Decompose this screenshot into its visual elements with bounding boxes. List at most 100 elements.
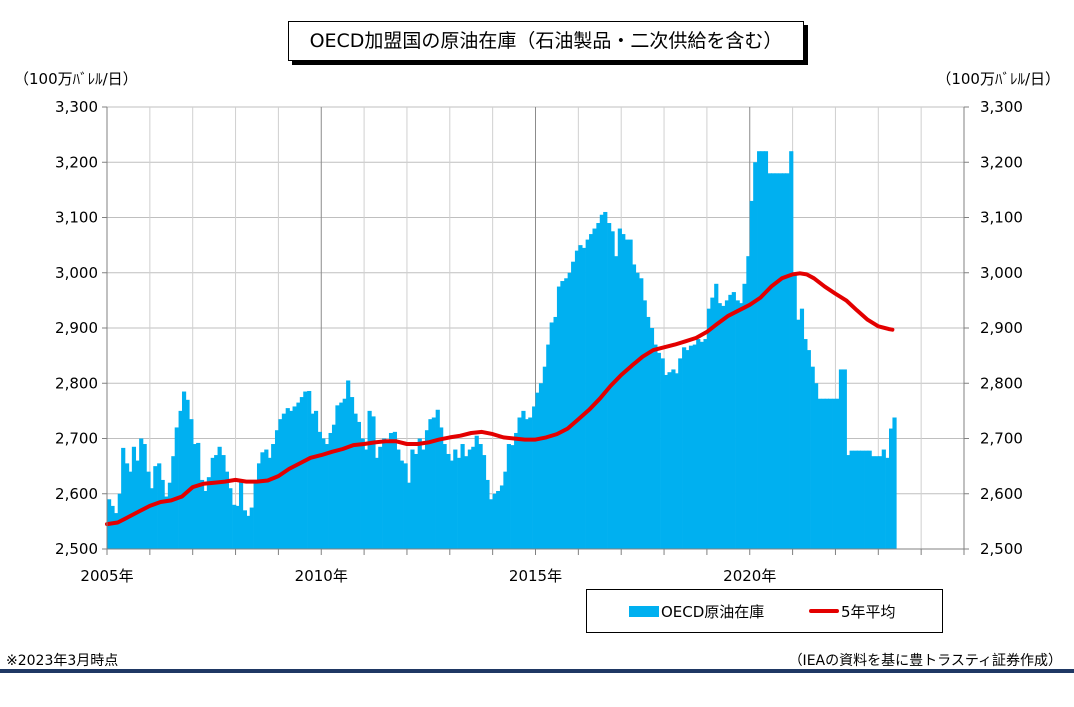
data-bar [228, 488, 233, 549]
data-bar [274, 430, 280, 549]
data-bar [739, 303, 744, 549]
data-bar [296, 402, 301, 549]
x-tick-label: 2005年 [80, 567, 133, 585]
y-tick-label-right: 2,900 [980, 319, 1023, 337]
y-tick-label-right: 3,100 [980, 209, 1023, 227]
legend: OECD原油在庫 5年平均 [586, 589, 943, 633]
data-bar [114, 513, 119, 549]
data-bar [796, 319, 801, 549]
data-bar [642, 300, 647, 549]
data-bar [532, 406, 537, 549]
data-bar [599, 214, 604, 550]
data-bar [721, 305, 726, 549]
data-bar [635, 272, 640, 549]
data-bar [885, 457, 890, 549]
data-bar [124, 463, 130, 549]
data-bar [463, 456, 469, 549]
data-bar [749, 200, 754, 550]
data-bar [135, 460, 140, 549]
y-tick-label-right: 2,500 [980, 540, 1023, 558]
data-bar [832, 398, 837, 549]
data-bar [810, 366, 815, 549]
chart-title: OECD加盟国の原油在庫（石油製品・二次供給を含む） [288, 21, 804, 61]
data-bar [842, 369, 847, 549]
data-bar [260, 452, 265, 549]
data-bar [856, 450, 862, 549]
data-bar [271, 444, 276, 549]
data-bar [556, 286, 562, 549]
data-bar [567, 272, 572, 549]
data-bar [492, 493, 497, 549]
data-bar [628, 239, 633, 549]
data-bar [321, 438, 326, 549]
data-bar [399, 460, 404, 549]
data-bar [778, 173, 783, 550]
data-bar [746, 256, 751, 549]
data-bar [253, 479, 258, 549]
data-bar [235, 505, 240, 549]
data-bar [753, 162, 758, 549]
data-bar [639, 278, 644, 549]
data-bar [328, 432, 333, 549]
data-bar [674, 373, 679, 549]
data-bar [574, 250, 580, 549]
data-bar [814, 383, 819, 549]
data-bar [181, 391, 187, 549]
data-bar [499, 485, 505, 549]
data-bar [871, 456, 876, 549]
data-bar [878, 456, 883, 549]
data-bar [521, 410, 526, 549]
data-bar [360, 438, 365, 549]
data-bar [771, 173, 776, 550]
right-axis-unit: （100万ﾊﾞﾚﾙ/日） [936, 70, 1060, 88]
data-bar [446, 453, 451, 549]
data-bar [828, 398, 833, 549]
data-bar [331, 424, 337, 549]
legend-item-line: 5年平均 [809, 590, 896, 632]
data-bar [688, 345, 694, 549]
data-bar [232, 504, 237, 549]
data-bar [664, 374, 669, 549]
data-bar [774, 173, 779, 550]
data-bar [506, 444, 511, 549]
data-bar [392, 431, 397, 549]
data-bar [449, 460, 454, 549]
data-bar [310, 413, 315, 549]
y-tick-label-left: 3,300 [55, 98, 98, 116]
data-bar [428, 419, 433, 549]
data-bar [196, 442, 201, 549]
data-bar [342, 398, 347, 549]
data-bar [278, 419, 283, 549]
data-bar [678, 358, 683, 549]
data-bar [421, 449, 426, 549]
source-note: （IEAの資料を基に豊トラスティ証券作成） [788, 653, 1062, 669]
data-bar [817, 398, 822, 549]
data-bar [542, 366, 547, 549]
data-bar [835, 398, 840, 549]
data-bar [760, 151, 765, 549]
y-tick-label-left: 3,100 [55, 209, 98, 227]
legend-swatch-line [809, 609, 839, 613]
data-bar [153, 466, 158, 549]
data-bar [538, 383, 544, 549]
data-bar [546, 344, 551, 549]
data-bar [453, 449, 458, 549]
y-tick-label-right: 2,800 [980, 374, 1023, 392]
data-bar [424, 430, 430, 549]
data-bar [524, 419, 529, 549]
data-bar [367, 410, 372, 549]
data-bar [157, 463, 162, 549]
legend-item-bars: OECD原油在庫 [629, 590, 764, 632]
five-year-average-line [105, 271, 895, 527]
data-bar [864, 450, 869, 549]
y-tick-label-right: 2,600 [980, 485, 1023, 503]
data-bar [267, 457, 272, 549]
data-bar [382, 438, 387, 549]
data-bar [706, 308, 712, 549]
data-bar [353, 413, 358, 549]
data-bar [624, 239, 629, 549]
y-tick-label-left: 2,600 [55, 485, 98, 503]
x-tick-label: 2020年 [723, 567, 776, 585]
y-tick-label-left: 3,200 [55, 153, 98, 171]
data-bar [256, 463, 262, 549]
